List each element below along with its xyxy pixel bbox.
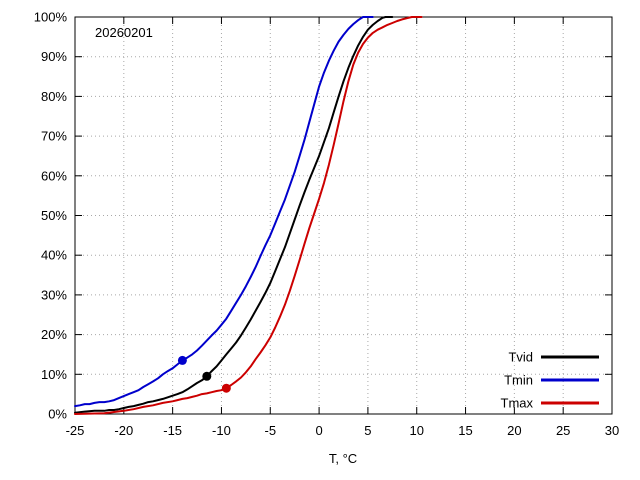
legend: Tvid Tmin Tmax	[501, 350, 599, 411]
legend-label-tmax: Tmax	[501, 396, 534, 411]
x-tick-label: 20	[507, 423, 521, 438]
y-tick-label: 10%	[41, 367, 67, 382]
x-tick-label: -5	[264, 423, 276, 438]
y-tick-label: 100%	[34, 10, 68, 25]
legend-label-tvid: Tvid	[508, 350, 533, 365]
x-tick-label: -25	[66, 423, 85, 438]
x-tick-label: 25	[556, 423, 570, 438]
legend-label-tmin: Tmin	[504, 373, 533, 388]
x-tick-label: -20	[114, 423, 133, 438]
series-marker-tvid	[202, 371, 212, 381]
y-tick-label: 80%	[41, 89, 67, 104]
series-layer	[74, 16, 423, 415]
x-tick-label: 0	[315, 423, 322, 438]
y-tick-label: 30%	[41, 287, 67, 302]
series-marker-tmin	[177, 355, 187, 365]
x-tick-label: -15	[163, 423, 182, 438]
x-tick-label: 5	[364, 423, 371, 438]
y-tick-label: 40%	[41, 248, 67, 263]
x-tick-label: 10	[409, 423, 423, 438]
y-tick-label: 90%	[41, 49, 67, 64]
y-tick-label: 50%	[41, 208, 67, 223]
grid-layer	[75, 17, 612, 414]
y-tick-label: 60%	[41, 168, 67, 183]
y-tick-label: 20%	[41, 327, 67, 342]
y-tick-label: 0%	[48, 407, 67, 422]
x-axis-label: T, °C	[329, 451, 357, 466]
series-line-tvid	[74, 16, 394, 414]
x-tick-label: 15	[458, 423, 472, 438]
tick-layer	[74, 16, 613, 415]
x-tick-label: 30	[605, 423, 619, 438]
y-tick-label: 70%	[41, 129, 67, 144]
series-line-tmax	[74, 16, 423, 415]
series-line-tmin	[74, 16, 374, 408]
x-tick-label: -10	[212, 423, 231, 438]
series-marker-tmax	[221, 383, 231, 393]
tick-label-layer: -25 -20 -15 -10 -5 0 5 10 15 20 25 30 0% 10% 20% 30% 40%…	[34, 10, 619, 439]
plot-date-label: 20260201	[95, 25, 153, 40]
